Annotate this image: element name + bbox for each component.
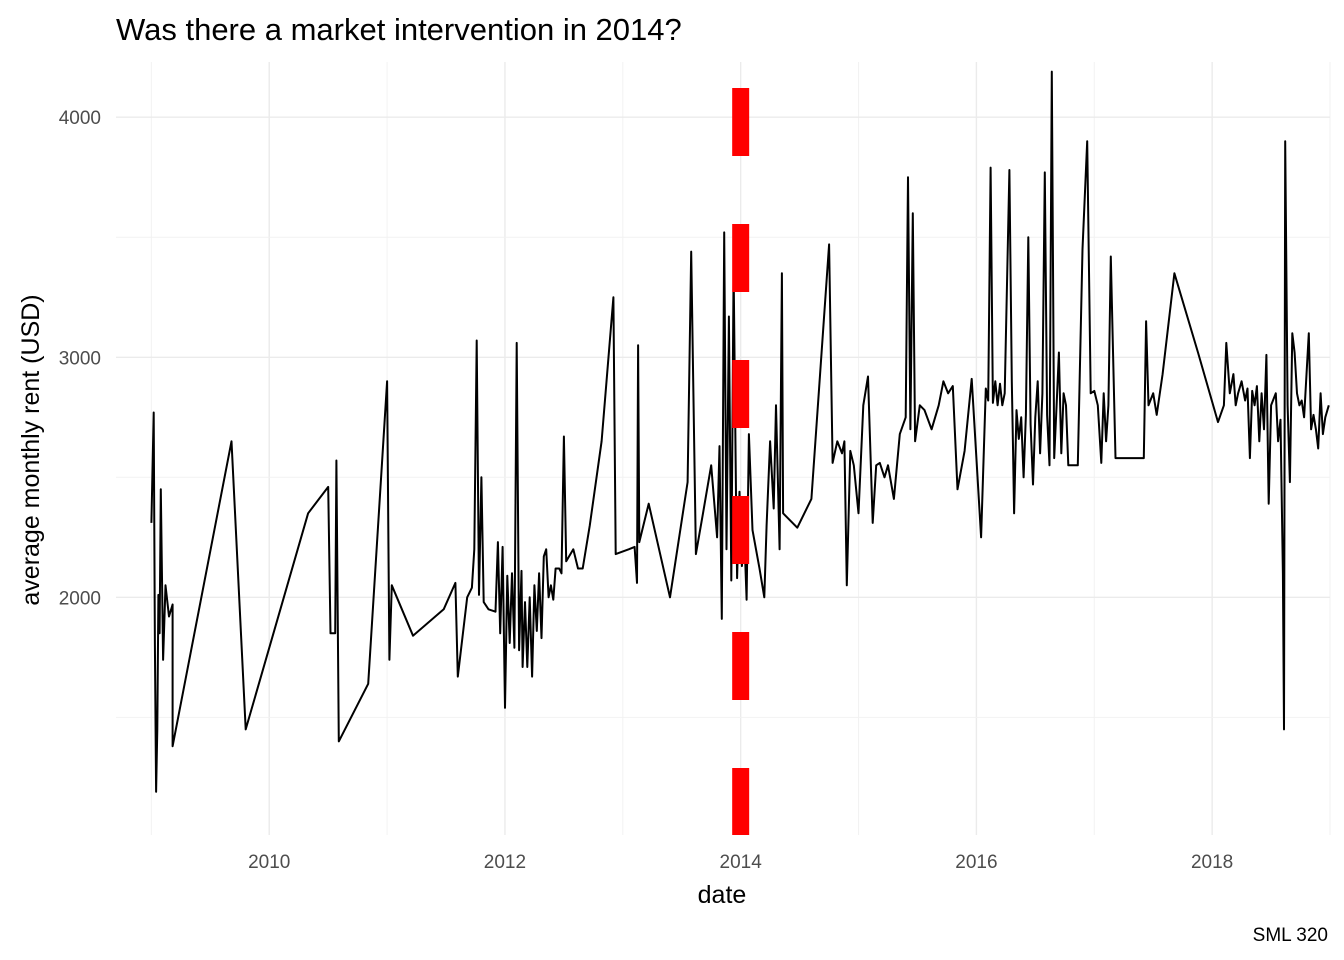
x-tick-label: 2014: [720, 852, 763, 873]
x-axis-title: date: [698, 881, 747, 909]
chart-caption: SML 320: [1253, 925, 1328, 946]
chart-title: Was there a market intervention in 2014?: [116, 12, 682, 47]
x-tick-label: 2010: [248, 852, 290, 873]
rent-series-line: [150, 70, 1330, 793]
series-layer: [150, 70, 1330, 793]
y-axis-title: average monthly rent (USD): [17, 294, 45, 605]
x-axis-ticks: 2010 2012 2014 2016 2018: [248, 852, 1233, 873]
y-axis-ticks: 2000 3000 4000: [59, 108, 101, 609]
x-tick-label: 2018: [1191, 852, 1233, 873]
x-tick-label: 2016: [955, 852, 997, 873]
y-tick-label: 2000: [59, 588, 101, 609]
y-tick-label: 4000: [59, 108, 101, 129]
x-tick-label: 2012: [484, 852, 526, 873]
y-tick-label: 3000: [59, 348, 101, 369]
